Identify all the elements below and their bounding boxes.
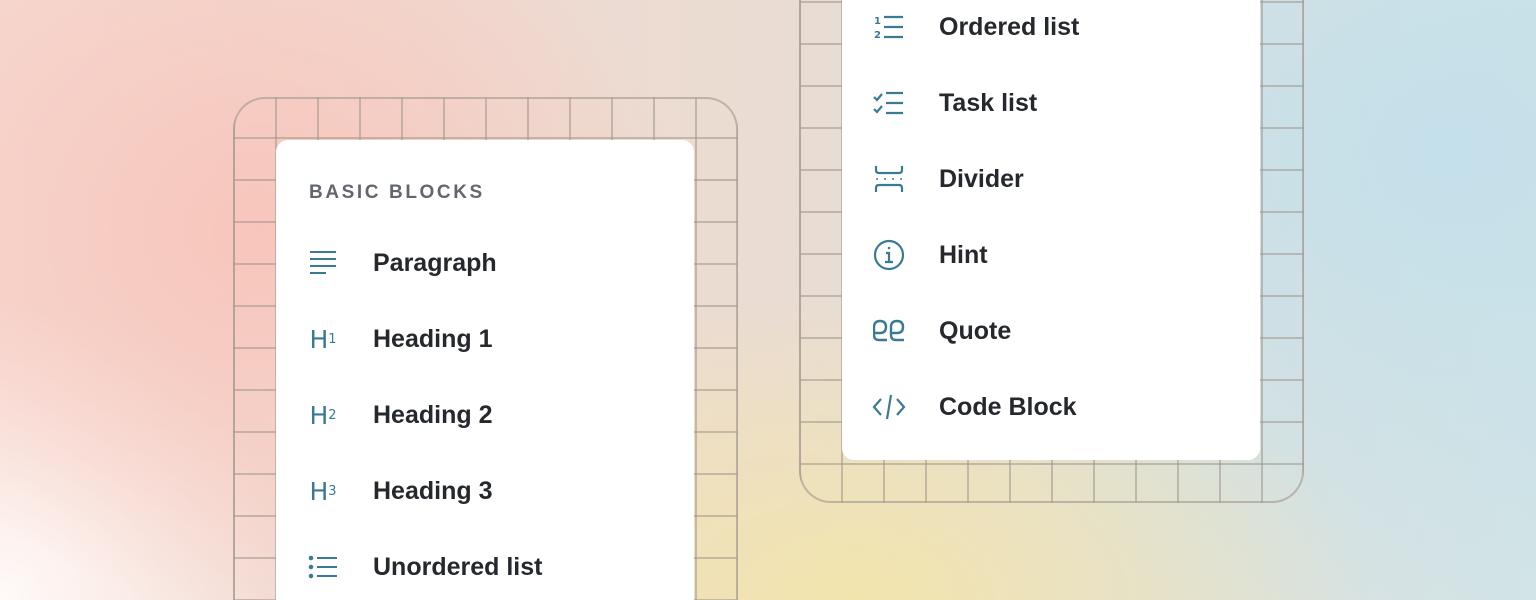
menu-item-label: Heading 1	[373, 324, 493, 353]
menu-item-paragraph[interactable]: Paragraph	[276, 238, 694, 288]
menu-item-code-block[interactable]: Code Block	[842, 382, 1260, 432]
menu-item-divider[interactable]: Divider	[842, 154, 1260, 204]
menu-item-label: Divider	[939, 164, 1024, 193]
divider-icon	[872, 164, 906, 194]
menu-item-label: Code Block	[939, 392, 1077, 421]
menu-item-hint[interactable]: Hint	[842, 230, 1260, 280]
paragraph-icon	[306, 248, 340, 278]
task-list-icon	[872, 88, 906, 118]
info-circle-icon	[872, 239, 906, 271]
menu-item-label: Heading 3	[373, 476, 493, 505]
menu-item-label: Paragraph	[373, 248, 497, 277]
svg-text:1: 1	[874, 16, 881, 27]
menu-item-quote[interactable]: Quote	[842, 306, 1260, 356]
menu-item-unordered-list[interactable]: Unordered list	[276, 542, 694, 592]
svg-text:2: 2	[874, 30, 881, 41]
unordered-list-icon	[306, 552, 340, 582]
menu-item-label: Task list	[939, 88, 1038, 117]
menu-item-label: Ordered list	[939, 12, 1080, 41]
menu-item-label: Quote	[939, 316, 1012, 345]
code-icon	[872, 392, 906, 422]
menu-item-label: Heading 2	[373, 400, 493, 429]
menu-item-task-list[interactable]: Task list	[842, 78, 1260, 128]
quote-icon	[872, 316, 906, 346]
menu-item-label: Hint	[939, 240, 988, 269]
menu-item-label: Unordered list	[373, 552, 543, 581]
section-title: BASIC BLOCKS	[309, 182, 485, 203]
